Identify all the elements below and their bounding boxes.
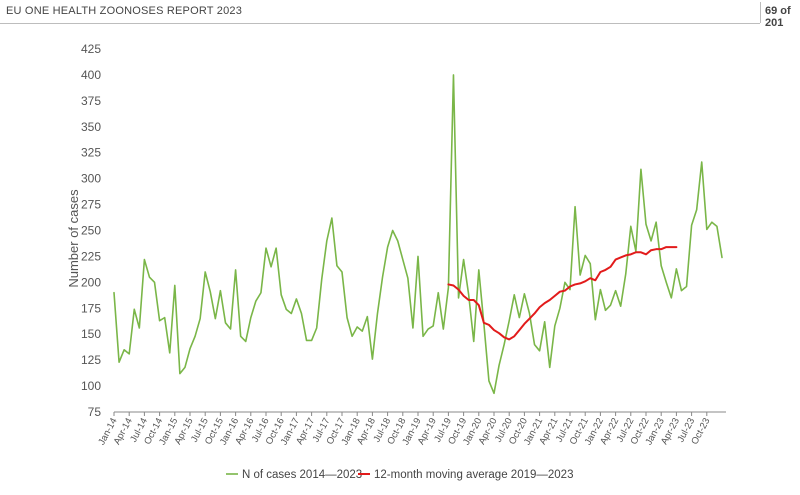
y-tick-label: 225 (81, 249, 101, 263)
y-axis-title: Number of cases (66, 189, 81, 288)
y-tick-label: 350 (81, 120, 101, 134)
cases-series-line (113, 74, 723, 395)
y-tick-label: 300 (81, 172, 101, 186)
page-header: EU ONE HEALTH ZOONOSES REPORT 2023 69 of… (0, 0, 800, 29)
y-tick-label: 275 (81, 198, 101, 212)
y-tick-label: 150 (81, 327, 101, 341)
y-tick-label: 375 (81, 94, 101, 108)
y-tick-label: 200 (81, 275, 101, 289)
legend-cases: N of cases 2014—2023 (226, 469, 362, 481)
y-tick-label: 325 (81, 146, 101, 160)
y-tick-label: 250 (81, 224, 101, 238)
y-axis: 75 100 125 150 175 200 225 250 275 300 325 350 375 40… (81, 42, 101, 419)
page-number: 69 of 201 (765, 5, 791, 29)
header-separator (760, 2, 761, 23)
report-title: EU ONE HEALTH ZOONOSES REPORT 2023 (6, 5, 243, 17)
y-tick-label: 175 (81, 301, 101, 315)
legend: N of cases 2014—2023 12-month moving aver… (226, 469, 573, 481)
y-tick-label: 400 (81, 68, 101, 82)
y-tick-label: 425 (81, 42, 101, 56)
y-tick-label: 75 (88, 405, 102, 419)
legend-label: N of cases 2014—2023 (242, 469, 362, 481)
legend-label: 12-month moving average 2019—2023 (374, 469, 573, 481)
y-tick-label: 125 (81, 353, 101, 367)
header-divider (0, 23, 760, 24)
line-chart: 75 100 125 150 175 200 225 250 275 300 325 350 375 40… (66, 42, 726, 481)
x-axis: Jan-14Apr-14Jul-14Oct-14Jan-15Apr-15Jul-… (96, 411, 726, 447)
plot-area (113, 74, 723, 395)
legend-moving-average: 12-month moving average 2019—2023 (358, 469, 573, 481)
moving-average-series-line (447, 246, 678, 341)
y-tick-label: 100 (81, 379, 101, 393)
